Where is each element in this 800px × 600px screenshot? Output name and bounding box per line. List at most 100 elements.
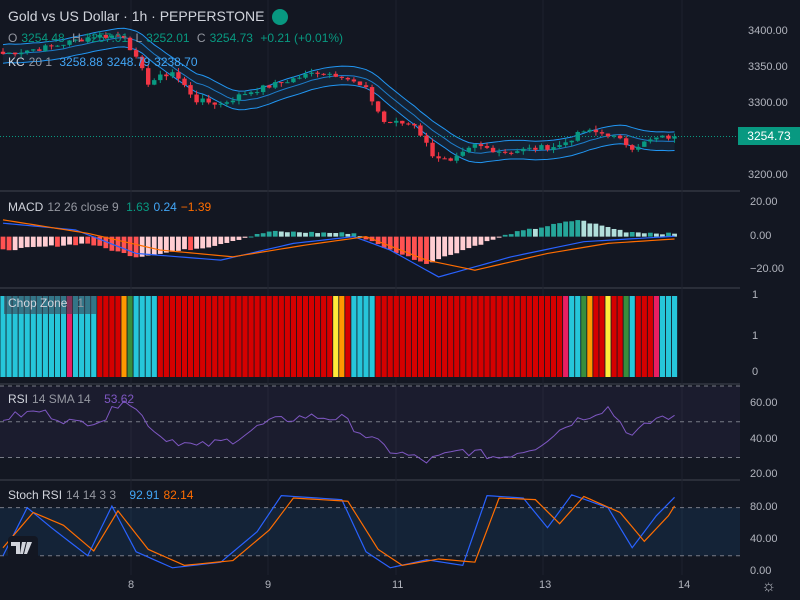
chop-zone-bar xyxy=(315,296,321,377)
macd-histogram-bar xyxy=(478,236,484,245)
macd-histogram-bar xyxy=(357,236,363,238)
chop-zone-bar xyxy=(665,296,672,377)
candle xyxy=(363,85,369,88)
candle xyxy=(182,78,187,86)
chop-zone-bar xyxy=(605,296,611,377)
macd-histogram-bar xyxy=(55,236,60,247)
stoch-name: Stoch RSI xyxy=(8,488,63,502)
macd-legend[interactable]: MACD 12 26 close 9 1.63 0.24 −1.39 xyxy=(8,200,215,214)
macd-histogram-bar xyxy=(139,236,145,257)
macd-histogram-bar xyxy=(563,221,569,237)
macd-histogram-bar xyxy=(6,236,12,251)
chop-zone-bar xyxy=(12,296,18,377)
chop-zone-bar xyxy=(496,296,502,377)
candle xyxy=(557,145,562,148)
candle xyxy=(648,139,653,142)
candle xyxy=(375,101,381,112)
chop-zone-bar xyxy=(169,296,175,377)
chop-zone-bar xyxy=(302,296,309,377)
chop-zone-bar xyxy=(218,296,224,377)
candle xyxy=(18,52,24,55)
chop-zone-bar xyxy=(139,296,145,377)
low-value: 3252.01 xyxy=(146,31,190,45)
candle xyxy=(533,147,538,150)
macd-histogram-bar xyxy=(49,236,54,246)
candle xyxy=(521,148,526,152)
candle xyxy=(575,132,580,141)
chop-zone-bar xyxy=(73,296,79,377)
rsi-legend[interactable]: RSI 14 SMA 14 53.62 xyxy=(8,392,138,406)
macd-histogram-bar xyxy=(430,236,435,263)
macd-histogram-bar xyxy=(672,233,677,237)
chop-zone-bar xyxy=(339,296,345,377)
macd-histogram-bar xyxy=(206,236,212,248)
chop-zone-bar xyxy=(538,296,545,377)
macd-histogram-bar xyxy=(575,220,581,237)
candle xyxy=(242,94,248,96)
candle xyxy=(285,82,290,84)
chop-zone-bar xyxy=(550,296,557,377)
macd-histogram-bar xyxy=(30,236,36,247)
candle xyxy=(381,111,387,122)
candle xyxy=(303,73,308,78)
kc-lower-line xyxy=(2,46,675,164)
macd-histogram-bar xyxy=(297,232,302,237)
chop-zone-bar xyxy=(466,296,472,377)
macd-histogram-bar xyxy=(508,234,514,237)
candle xyxy=(660,135,665,138)
kc-upper-line xyxy=(2,27,675,145)
chop-zone-bar xyxy=(236,296,242,377)
chop-zone-bar xyxy=(200,296,206,377)
macd-histogram-bar xyxy=(539,227,544,237)
macd-histogram-bar xyxy=(339,232,345,237)
candle xyxy=(133,50,139,57)
chop-zone-bar xyxy=(405,296,411,377)
stoch-legend[interactable]: Stoch RSI 14 14 3 3 92.91 82.14 xyxy=(8,488,197,502)
symbol-title[interactable]: Gold vs US Dollar · 1h · PEPPERSTONE xyxy=(8,8,289,26)
chop-legend[interactable]: Chop Zone 1 xyxy=(8,296,88,310)
candle xyxy=(490,147,496,153)
macd-histogram-bar xyxy=(194,236,199,249)
candle xyxy=(200,98,205,103)
macd-signal-value: −1.39 xyxy=(180,200,212,214)
macd-histogram-bar xyxy=(284,232,290,237)
chop-zone-bar xyxy=(230,296,236,377)
candle xyxy=(248,92,254,95)
candle xyxy=(212,102,217,105)
chop-zone-bar xyxy=(248,296,254,377)
chop-zone-bar xyxy=(24,296,30,377)
rsi-axis-label: 40.00 xyxy=(750,432,778,445)
macd-histogram-bar xyxy=(617,229,623,237)
macd-histogram-bar xyxy=(375,236,381,245)
rsi-axis-label: 60.00 xyxy=(750,396,778,409)
macd-histogram-bar xyxy=(605,227,611,237)
macd-histogram-bar xyxy=(654,233,659,237)
candle xyxy=(563,142,568,146)
rsi-axis-label: 20.00 xyxy=(750,468,778,481)
chop-zone-bar xyxy=(387,296,393,377)
time-axis-label: 14 xyxy=(678,579,691,591)
candle xyxy=(79,39,84,42)
settings-gear-icon[interactable]: ☼ xyxy=(761,578,776,595)
candle xyxy=(581,131,586,133)
price-axis-label: 3400.00 xyxy=(748,25,788,38)
macd-histogram-bar xyxy=(127,236,133,257)
macd-histogram-bar xyxy=(593,223,599,237)
chop-zone-bar xyxy=(109,296,115,377)
candle xyxy=(539,145,544,150)
stoch-d-value: 82.14 xyxy=(163,488,194,502)
stoch-d-line xyxy=(2,495,676,567)
macd-histogram-bar xyxy=(121,236,127,254)
chop-zone-bar xyxy=(48,296,54,377)
macd-histogram-bar xyxy=(327,232,333,237)
chop-zone-bar xyxy=(575,296,581,377)
macd-pane xyxy=(0,219,677,278)
macd-histogram-bar xyxy=(145,236,151,256)
macd-histogram-bar xyxy=(0,236,6,250)
chop-zone-bar xyxy=(363,296,369,377)
chop-zone-bar xyxy=(224,296,230,377)
macd-histogram-bar xyxy=(569,221,575,237)
macd-histogram-bar xyxy=(73,236,78,246)
kc-legend[interactable]: KC 20 1 3258.88 3248.79 3238.70 xyxy=(8,55,202,69)
